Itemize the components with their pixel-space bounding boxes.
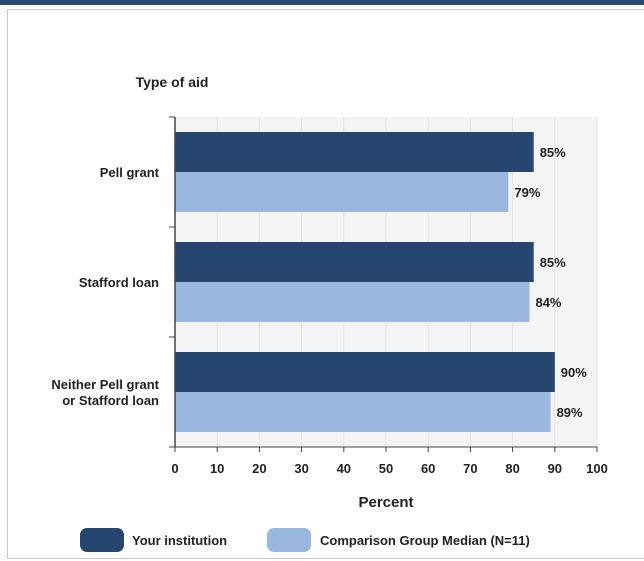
x-tick-label: 50	[379, 461, 393, 476]
category-axis-title: Type of aid	[136, 74, 209, 90]
x-tick-label: 90	[548, 461, 562, 476]
x-tick-label: 10	[210, 461, 224, 476]
category-label: Stafford loan	[79, 275, 159, 290]
x-tick-label: 100	[586, 461, 608, 476]
data-label: 85%	[540, 145, 566, 160]
data-label: 89%	[557, 405, 583, 420]
x-tick-label: 40	[337, 461, 351, 476]
x-tick-label: 30	[294, 461, 308, 476]
x-tick-label: 70	[463, 461, 477, 476]
category-label: Neither Pell grant or Stafford loan	[51, 377, 159, 408]
bar	[175, 282, 530, 322]
bar	[175, 392, 551, 432]
category-label: Pell grant	[100, 165, 160, 180]
chart-frame	[7, 9, 644, 559]
legend-label: Your institution	[132, 533, 227, 548]
data-label: 85%	[540, 255, 566, 270]
x-axis-title: Percent	[358, 494, 413, 511]
bar	[175, 172, 509, 212]
legend-swatch	[80, 528, 124, 552]
x-tick-label: 0	[171, 461, 178, 476]
x-tick-label: 20	[252, 461, 266, 476]
bar	[175, 132, 534, 172]
header-bar	[0, 0, 644, 5]
plot-area: 85% 79% Pell grant 85% 84% Stafford loan 90% 89…	[51, 116, 608, 476]
legend-swatch	[267, 528, 311, 552]
bar	[175, 242, 534, 282]
legend-label: Comparison Group Median (N=11)	[320, 533, 530, 548]
x-tick-label: 80	[505, 461, 519, 476]
legend: Your institution Comparison Group Median …	[80, 528, 530, 552]
data-label: 79%	[514, 185, 540, 200]
bar	[175, 352, 555, 392]
x-tick-label: 60	[421, 461, 435, 476]
data-label: 84%	[535, 295, 561, 310]
data-label: 90%	[561, 365, 587, 380]
